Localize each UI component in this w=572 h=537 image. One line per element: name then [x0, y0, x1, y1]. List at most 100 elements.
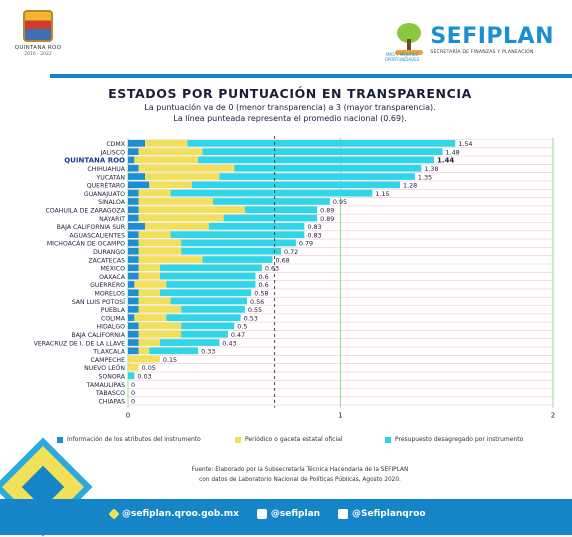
bar-segment — [128, 355, 160, 363]
bar-segment — [170, 297, 247, 305]
bar-segment — [138, 247, 182, 255]
bar-segment — [134, 281, 167, 288]
category-label: MORELOS — [95, 291, 126, 298]
bar-segment — [138, 289, 160, 297]
chart-title: ESTADOS POR PUNTUACIÓN EN TRANSPARENCIA — [108, 86, 472, 101]
total-label: 1.48 — [446, 148, 460, 156]
bar-segment — [181, 322, 235, 330]
bar-segment — [202, 148, 443, 155]
bar-segment — [128, 322, 139, 330]
bar-segment — [138, 339, 160, 346]
bar-segment — [128, 164, 139, 172]
category-label: GUANAJUATO — [84, 191, 125, 198]
bar-segment — [128, 140, 145, 147]
bar-segment — [138, 272, 160, 280]
bar-segment — [138, 231, 171, 238]
bar-segment — [128, 314, 135, 321]
category-label: BAJA CALIFORNIA — [71, 332, 125, 339]
total-label: 1.44 — [437, 157, 454, 165]
category-label: CDMX — [106, 141, 125, 148]
quintana-roo-logo: QUINTANA ROO 2016 - 2022 — [14, 10, 62, 66]
total-label: 0.15 — [163, 356, 177, 364]
footer-web[interactable]: @sefiplan.qroo.gob.mx — [108, 508, 239, 520]
bar-segment — [149, 347, 199, 355]
category-label: COLIMA — [101, 315, 126, 322]
bar-segment — [128, 339, 139, 346]
logo-period: 2016 - 2022 — [24, 52, 52, 57]
category-label: TABASCO — [95, 390, 125, 397]
total-label: 0.33 — [201, 348, 215, 356]
category-label: SINALOA — [98, 199, 126, 206]
total-label: 1.54 — [458, 140, 472, 148]
category-label: QUERÉTARO — [87, 181, 125, 190]
bar-segment — [213, 198, 330, 205]
bar-segment — [138, 256, 203, 263]
legend-swatch-info — [57, 436, 63, 443]
category-label: BAJA CALIFORNIA SUR — [57, 224, 126, 231]
total-label: 0.89 — [320, 207, 334, 215]
total-label: 0.43 — [222, 339, 236, 347]
bar-segment — [128, 247, 139, 255]
bar-segment — [134, 156, 199, 164]
total-label: 0.6 — [259, 273, 269, 281]
legend-item-info: Información de los atributos del instrum… — [57, 436, 201, 443]
footer-facebook[interactable]: @sefiplan — [256, 509, 321, 519]
total-label: 1.15 — [375, 190, 389, 198]
bar-segment — [138, 297, 171, 305]
legend-label-info: Información de los atributos del instrum… — [67, 436, 201, 443]
total-label: 1.38 — [424, 165, 438, 173]
bar-segment — [128, 206, 139, 214]
category-label: MICHOACÁN DE OCAMPO — [47, 239, 125, 248]
category-label: DURANGO — [93, 249, 125, 256]
bar-segment — [149, 181, 192, 189]
bar-segment — [145, 140, 188, 147]
total-label: 0.95 — [333, 198, 347, 206]
category-label: HIDALGO — [97, 324, 126, 331]
category-label: CHIHUAHUA — [87, 166, 125, 173]
total-label: 0.55 — [248, 306, 262, 314]
bar-segment — [128, 281, 135, 288]
total-label: 0.5 — [237, 323, 247, 331]
bar-segment — [138, 148, 203, 155]
bar-segment — [191, 181, 400, 189]
total-label: 0.83 — [307, 231, 321, 239]
chart-subtitle-line1: La puntuación va de 0 (menor transparenc… — [144, 103, 436, 112]
bar-segment — [138, 164, 235, 172]
total-label: 0.56 — [250, 298, 264, 306]
bar-segment — [166, 314, 241, 321]
total-label: 0.72 — [284, 248, 298, 256]
total-label: 1.28 — [403, 182, 417, 190]
header: QUINTANA ROO 2016 - 2022 SEFIPLAN SECRET… — [0, 0, 572, 74]
bar-segment — [138, 214, 224, 222]
category-label: VERACRUZ DE I. DE LA LLAVE — [34, 340, 125, 347]
bar-segment — [138, 306, 182, 313]
category-label: COAHUILA DE ZARAGOZA — [45, 208, 125, 215]
bar-segment — [128, 289, 139, 297]
category-label: TAMAULIPAS — [86, 382, 125, 389]
chart-subtitle-line2: La línea punteada representa el promedio… — [173, 114, 407, 123]
legend-swatch-periodico — [235, 436, 241, 443]
category-label: JALISCO — [100, 149, 125, 156]
bar-segment — [145, 173, 220, 180]
bar-segment — [138, 189, 171, 197]
category-label: YUCATÁN — [95, 172, 125, 181]
total-label: 0.03 — [137, 373, 151, 381]
bar-segment — [202, 256, 273, 263]
footer-twitter[interactable]: @Sefiplanqroo — [338, 509, 426, 519]
legend-item-periodico: Periódico o gaceta estatal oficial — [235, 436, 342, 443]
total-label: 0 — [131, 397, 135, 405]
footer-facebook-text: @sefiplan — [270, 509, 321, 519]
tree-icon — [392, 23, 426, 57]
bar-segment — [219, 173, 415, 180]
total-label: 0.05 — [142, 364, 156, 372]
bar-segment — [198, 156, 434, 164]
category-label: GUERRERO — [90, 282, 125, 289]
footer-twitter-text: @Sefiplanqroo — [352, 509, 426, 519]
bar-segment — [128, 330, 139, 338]
bar-segment — [128, 198, 139, 205]
category-label: QUINTANA ROO — [64, 157, 125, 165]
brand-subtitle: SECRETARÍA DE FINANZAS Y PLANEACIÓN — [430, 49, 534, 55]
bar-segment — [170, 231, 305, 238]
bar-segment — [187, 140, 456, 147]
total-label: 0.68 — [276, 256, 290, 264]
